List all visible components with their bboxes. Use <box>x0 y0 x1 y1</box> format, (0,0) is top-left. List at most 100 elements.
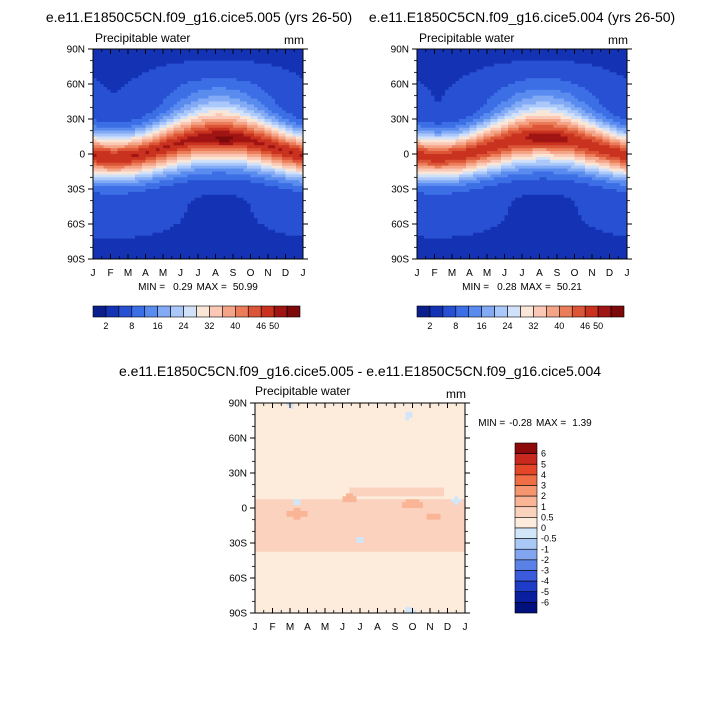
field-cell <box>268 209 273 213</box>
field-cell <box>184 121 189 126</box>
panel-1-x-tick-label: F <box>107 268 113 279</box>
field-cell <box>152 232 157 237</box>
field-cell <box>177 203 182 208</box>
field-cell <box>585 54 590 59</box>
field-cell <box>275 159 280 164</box>
field-cell <box>131 101 136 106</box>
field-cell <box>250 194 255 199</box>
panel-1-max-label: MAX = <box>197 282 227 293</box>
field-cell <box>184 51 189 56</box>
field-cell <box>215 121 220 126</box>
field-cell <box>299 60 303 65</box>
field-cell <box>299 86 303 91</box>
field-cell <box>254 104 259 108</box>
field-cell <box>128 78 133 82</box>
field-cell <box>229 107 234 111</box>
field-cell <box>212 104 217 108</box>
field-cell <box>145 189 150 193</box>
field-cell <box>170 98 175 103</box>
field-cell <box>100 244 105 248</box>
field-cell <box>257 54 262 59</box>
field-cell <box>187 86 192 91</box>
field-cell <box>201 51 206 56</box>
field-cell <box>469 51 474 56</box>
field-cell <box>184 133 189 138</box>
field-cell <box>222 250 227 254</box>
field-cell <box>117 72 122 76</box>
field-cell <box>480 57 485 62</box>
field-cell <box>128 127 133 132</box>
field-cell <box>271 253 276 257</box>
field-cell <box>292 110 297 114</box>
field-cell <box>152 159 157 164</box>
field-cell <box>285 162 290 167</box>
field-cell <box>187 142 192 146</box>
field-cell <box>240 130 245 135</box>
field-cell <box>191 203 196 208</box>
field-cell <box>264 165 269 170</box>
field-cell <box>100 133 105 138</box>
field-cell <box>142 218 147 222</box>
field-cell <box>145 98 150 103</box>
field-cell <box>180 183 185 187</box>
field-cell <box>285 101 290 106</box>
field-cell <box>278 104 283 108</box>
field-cell <box>128 226 133 231</box>
field-cell <box>131 89 136 94</box>
panel-1-y-tick-label: 30S <box>67 185 85 196</box>
field-cell <box>100 232 105 237</box>
field-cell <box>236 226 241 231</box>
field-cell <box>212 124 217 129</box>
field-cell <box>222 151 227 155</box>
field-cell <box>285 168 290 173</box>
field-cell <box>247 110 252 114</box>
field-cell <box>184 221 189 225</box>
field-cell <box>201 174 206 178</box>
field-cell <box>233 148 238 152</box>
field-cell <box>96 224 101 228</box>
field-cell <box>257 218 262 222</box>
field-cell <box>226 165 231 170</box>
field-cell <box>215 72 220 76</box>
field-cell <box>296 133 301 138</box>
field-cell <box>100 206 105 211</box>
field-cell <box>215 81 220 85</box>
field-cell <box>595 63 600 68</box>
field-cell <box>278 224 283 228</box>
field-cell <box>623 60 627 65</box>
field-cell <box>299 206 303 211</box>
field-cell <box>592 49 597 53</box>
field-cell <box>198 197 203 202</box>
field-cell <box>156 191 161 196</box>
field-cell <box>222 232 227 237</box>
field-cell <box>114 180 119 184</box>
field-cell <box>296 197 301 202</box>
field-cell <box>208 244 213 248</box>
field-cell <box>236 224 241 228</box>
field-cell <box>205 154 210 158</box>
field-cell <box>191 200 196 205</box>
field-cell <box>170 174 175 178</box>
field-cell <box>107 63 112 68</box>
field-cell <box>138 232 143 237</box>
field-cell <box>268 224 273 228</box>
field-cell <box>487 49 492 53</box>
field-cell <box>215 168 220 173</box>
field-cell <box>282 113 287 117</box>
field-cell <box>103 174 108 178</box>
field-cell <box>107 159 112 164</box>
field-cell <box>236 151 241 155</box>
field-cell <box>208 229 213 234</box>
field-cell <box>616 69 621 73</box>
field-cell <box>135 119 140 123</box>
field-cell <box>100 191 105 196</box>
field-cell <box>187 221 192 225</box>
field-cell <box>135 221 140 225</box>
field-cell <box>285 154 290 158</box>
field-cell <box>222 200 227 205</box>
field-cell <box>100 63 105 68</box>
field-cell <box>448 57 453 62</box>
field-cell <box>152 226 157 231</box>
field-cell <box>110 84 115 88</box>
field-cell <box>110 116 115 120</box>
